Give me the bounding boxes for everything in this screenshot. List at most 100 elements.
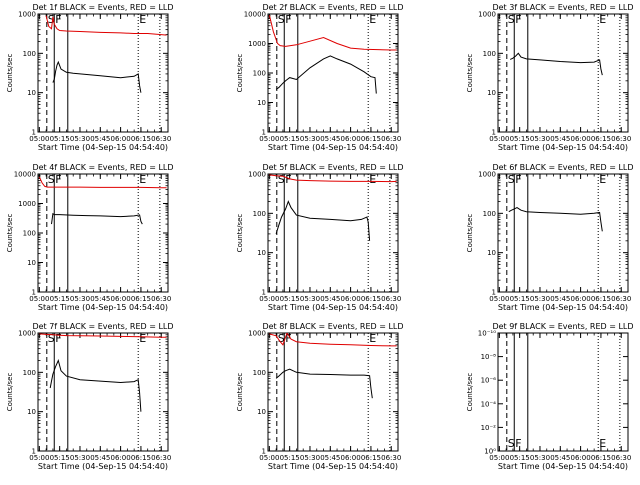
event-label-s: S [48,173,55,186]
y-tick-label: 1000 [478,171,496,179]
x-tick-label: 05:45 [320,295,340,303]
x-tick-label: 06:15 [131,454,151,462]
x-tick-label: 05:45 [90,454,110,462]
events-series-line [275,55,377,94]
y-tick-label: 1 [262,289,266,297]
chart-panel-1: Det 1f BLACK = Events, RED = LLD 1 10 100 10… [6,3,174,152]
plot-frame [267,13,399,133]
y-axis-label: Counts/sec [466,373,474,412]
x-tick-label: 06:15 [361,295,381,303]
y-axis-label: Counts/sec [6,54,14,93]
y-tick-label: 1 [262,129,266,137]
events-series-line [275,368,373,399]
event-label-f: F [515,437,521,450]
y-tick-label: 1 [262,448,266,456]
x-tick-label: 05:45 [320,135,340,143]
chart-panel-7: Det 7f BLACK = Events, RED = LLD 1 10 100 10… [6,322,174,471]
plot-frame [37,13,169,133]
y-tick-label: 10 [257,249,266,257]
chart-panel-2: Det 2f BLACK = Events, RED = LLD 1 10 100 10… [236,3,404,152]
x-tick-label: 06:15 [361,135,381,143]
x-axis-label: Start Time (04-Sep-15 04:54:40) [38,143,168,152]
x-tick-label: 06:30 [151,295,171,303]
y-tick-label: 1 [32,448,36,456]
x-tick-label: 06:30 [151,135,171,143]
event-label-s: S [278,13,285,26]
x-tick-label: 05:00 [29,454,49,462]
x-tick-label: 05:45 [550,135,570,143]
lld-series-line [39,333,167,338]
y-tick-label: 10⁻¹⁰ [478,330,496,338]
x-tick-label: 05:15 [510,454,530,462]
x-tick-label: 06:15 [591,295,611,303]
x-tick-label: 05:30 [70,295,90,303]
y-tick-label: 100 [23,230,36,238]
y-tick-label: 1000 [248,171,266,179]
y-tick-label: 10 [27,408,36,416]
event-label-e: E [599,173,606,186]
y-tick-label: 1000 [18,11,36,19]
x-tick-label: 05:00 [29,295,49,303]
lld-series-line [268,15,397,51]
event-label-f: F [285,13,291,26]
x-tick-label: 05:45 [90,295,110,303]
y-axis-label: Counts/sec [236,373,244,412]
y-axis-label: Counts/sec [466,214,474,253]
x-tick-label: 05:30 [300,454,320,462]
x-tick-label: 06:30 [381,454,401,462]
y-axis-label: Counts/sec [6,214,14,253]
x-tick-label: 06:15 [591,454,611,462]
y-tick-label: 100 [483,210,496,218]
x-tick-label: 05:00 [489,454,509,462]
x-tick-label: 06:30 [381,295,401,303]
x-axis-label: Start Time (04-Sep-15 04:54:40) [38,303,168,312]
x-axis-label: Start Time (04-Sep-15 04:54:40) [498,462,628,471]
x-tick-label: 05:45 [550,295,570,303]
y-tick-label: 1 [32,289,36,297]
y-tick-label: 1 [492,129,496,137]
chart-title: Det 1f BLACK = Events, RED = LLD [32,3,173,12]
y-tick-label: 10 [27,89,36,97]
y-tick-label: 100 [23,50,36,58]
event-label-e: E [369,173,376,186]
event-label-s: S [278,332,285,345]
x-tick-label: 05:15 [280,295,300,303]
plot-frame [497,173,629,293]
y-tick-label: 10 [27,259,36,267]
event-label-s: S [48,332,55,345]
event-label-f: F [285,332,291,345]
plot-frame [267,173,399,293]
x-tick-label: 06:15 [131,135,151,143]
y-tick-label: 10⁻⁴ [481,400,497,408]
event-label-s: S [508,437,515,450]
chart-panel-9: Det 9f BLACK = Events, RED = LLD 10⁰ 10⁻² 1… [466,322,634,471]
plot-frame [37,332,169,452]
plot-frame [37,173,169,293]
x-tick-label: 05:30 [70,135,90,143]
event-label-e: E [139,13,146,26]
x-axis-label: Start Time (04-Sep-15 04:54:40) [268,462,398,471]
x-tick-label: 05:00 [259,295,279,303]
y-axis-label: Counts/sec [236,214,244,253]
x-axis-label: Start Time (04-Sep-15 04:54:40) [498,143,628,152]
x-tick-label: 05:45 [550,454,570,462]
y-tick-label: 1 [32,129,36,137]
x-tick-label: 06:30 [611,295,631,303]
x-tick-label: 06:00 [341,295,361,303]
event-label-e: E [139,173,146,186]
y-tick-label: 10 [487,89,496,97]
x-tick-label: 06:30 [381,135,401,143]
x-tick-label: 05:30 [300,135,320,143]
x-axis-label: Start Time (04-Sep-15 04:54:40) [268,143,398,152]
x-axis-label: Start Time (04-Sep-15 04:54:40) [498,303,628,312]
event-label-f: F [55,173,61,186]
event-label-f: F [285,173,291,186]
y-axis-label: Counts/sec [6,373,14,412]
chart-title: Det 3f BLACK = Events, RED = LLD [492,3,633,12]
x-tick-label: 05:15 [510,135,530,143]
chart-title: Det 6f BLACK = Events, RED = LLD [492,163,633,172]
x-tick-label: 05:15 [280,454,300,462]
x-tick-label: 06:00 [571,135,591,143]
